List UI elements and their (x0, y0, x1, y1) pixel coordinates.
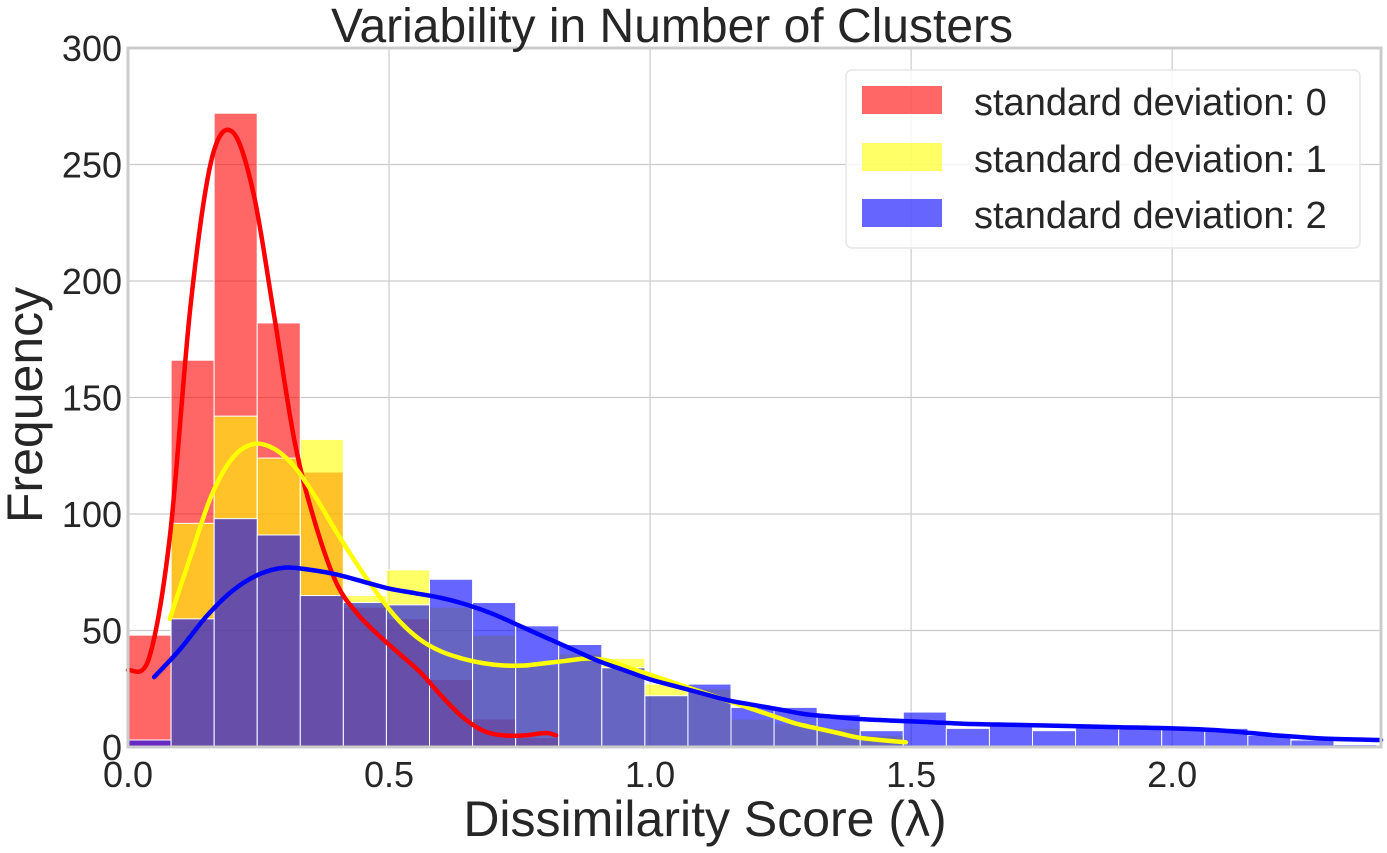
x-tick-label: 1.5 (886, 754, 936, 795)
plot-frame (126, 46, 1383, 749)
histogram-bar (730, 706, 775, 748)
y-tick-label: 0 (102, 727, 122, 768)
legend-swatch-sd0 (862, 86, 942, 114)
histogram-bar (644, 695, 689, 748)
histogram-bar (1032, 730, 1077, 748)
y-tick-label: 100 (62, 494, 122, 535)
y-tick-label: 250 (62, 145, 122, 186)
histogram-bar (170, 618, 215, 748)
histogram-bar (299, 595, 344, 748)
kde-curve-series-0 (125, 127, 559, 739)
legend: standard deviation: 0 standard deviation… (845, 69, 1361, 249)
legend-label-sd1: standard deviation: 1 (974, 139, 1327, 181)
legend-box (845, 69, 1361, 249)
legend-label-sd0: standard deviation: 0 (974, 82, 1327, 124)
histogram-bar (601, 667, 646, 748)
legend-swatch-sd2 (862, 199, 942, 227)
histogram-bar (902, 711, 947, 748)
histogram-bar (472, 602, 517, 748)
histogram-bar (988, 725, 1034, 748)
x-tick-label: 2.0 (1147, 754, 1197, 795)
x-axis-ticks: 0.0 0.5 1.0 1.5 2.0 (103, 754, 1197, 795)
y-axis-ticks: 0 50 100 150 200 250 300 (62, 28, 122, 768)
legend-label-sd2: standard deviation: 2 (974, 195, 1327, 237)
x-axis-title: Dissimilarity Score (λ) (463, 791, 946, 847)
x-tick-label: 0.0 (103, 754, 153, 795)
histogram-bar (515, 625, 560, 748)
x-tick-label: 0.5 (364, 754, 414, 795)
y-tick-label: 50 (82, 611, 122, 652)
histogram-bar (213, 518, 258, 748)
kde-curves (125, 127, 1384, 745)
chart-title: Variability in Number of Clusters (331, 0, 1013, 53)
y-tick-label: 150 (62, 378, 122, 419)
legend-swatch-sd1 (862, 143, 942, 171)
x-tick-label: 1.0 (625, 754, 675, 795)
y-tick-label: 200 (62, 261, 122, 302)
y-axis-title: Frequency (0, 287, 53, 523)
kde-curve-series-1 (167, 441, 909, 745)
histogram-bar (945, 727, 990, 748)
kde-curve-series-2 (151, 565, 1384, 743)
y-tick-label: 300 (62, 28, 122, 69)
